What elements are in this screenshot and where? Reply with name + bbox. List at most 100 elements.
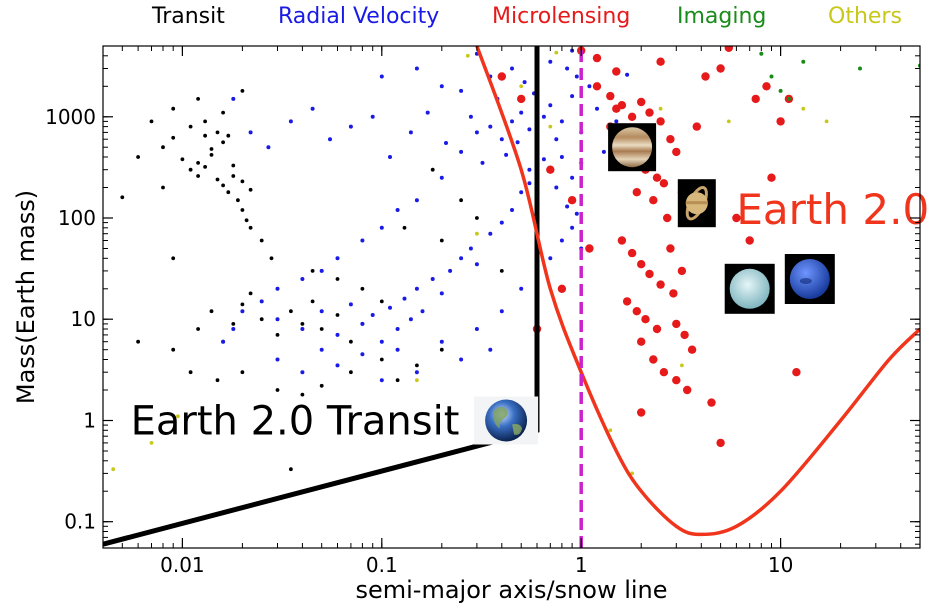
data-point: [475, 231, 479, 236]
data-point: [188, 370, 193, 375]
data-point: [608, 428, 613, 433]
legend-label: Transit: [151, 4, 225, 29]
data-point: [188, 167, 193, 172]
data-point: [439, 339, 444, 344]
data-point: [259, 317, 264, 322]
data-point: [430, 167, 435, 172]
uranus-icon: [724, 263, 775, 314]
data-point: [388, 155, 392, 159]
data-point: [248, 187, 253, 192]
data-point: [541, 157, 546, 162]
data-point: [259, 238, 264, 243]
data-point: [459, 149, 464, 154]
data-point: [672, 319, 681, 329]
data-point: [439, 175, 444, 180]
data-point: [215, 378, 220, 383]
data-point: [672, 376, 681, 385]
data-point: [360, 321, 365, 326]
data-point: [617, 236, 627, 245]
data-point: [215, 130, 220, 135]
data-point: [497, 72, 506, 81]
data-point: [171, 135, 176, 140]
data-point: [632, 188, 641, 197]
data-point: [240, 179, 245, 184]
data-point: [637, 260, 646, 269]
data-point: [656, 117, 665, 126]
data-point: [641, 315, 650, 324]
data-point: [288, 119, 293, 124]
data-point: [632, 307, 641, 316]
data-point: [196, 161, 201, 165]
data-point: [519, 286, 524, 291]
data-point: [792, 368, 801, 377]
data-point: [171, 256, 176, 261]
data-point: [769, 74, 774, 79]
data-point: [515, 140, 520, 145]
data-point: [248, 130, 253, 135]
data-point: [776, 117, 785, 126]
data-point: [379, 225, 384, 230]
data-point: [370, 114, 375, 119]
data-point: [669, 289, 678, 298]
data-point: [430, 277, 435, 281]
data-point: [335, 277, 340, 281]
data-point: [310, 299, 315, 304]
data-point: [335, 256, 340, 261]
data-point: [692, 122, 701, 131]
data-point: [559, 119, 564, 124]
data-point: [415, 378, 419, 383]
data-point: [414, 66, 419, 71]
data-point: [275, 317, 280, 322]
data-point: [379, 299, 384, 304]
data-point: [595, 106, 599, 111]
data-point: [136, 155, 141, 159]
data-point: [259, 299, 264, 304]
data-point: [300, 322, 305, 326]
data-point: [120, 195, 125, 200]
data-point: [627, 248, 637, 258]
data-point: [557, 284, 567, 293]
data-point: [701, 72, 710, 81]
annotation-earth2-transit: Earth 2.0 Transit: [131, 399, 460, 445]
data-point: [379, 378, 384, 383]
data-point: [592, 82, 602, 91]
data-point: [559, 155, 564, 159]
data-point: [504, 152, 509, 157]
data-point: [716, 64, 725, 73]
data-point: [414, 198, 419, 203]
data-point: [439, 347, 444, 352]
data-point: [149, 119, 154, 124]
data-point: [548, 124, 553, 129]
data-point: [601, 149, 606, 154]
earth2-transit-boundary: [103, 46, 540, 547]
data-point: [762, 82, 771, 91]
data-point: [680, 363, 684, 368]
data-point: [474, 130, 479, 135]
data-point: [499, 309, 504, 314]
data-point: [622, 297, 632, 306]
data-point: [488, 347, 493, 352]
data-point: [614, 119, 619, 124]
legend-label: Radial Velocity: [278, 4, 439, 29]
data-point: [548, 103, 553, 108]
x-tick-label: 1: [575, 553, 588, 577]
data-point: [414, 286, 419, 291]
data-point: [269, 256, 274, 261]
data-point: [510, 208, 514, 212]
data-point: [370, 313, 375, 317]
data-point: [666, 244, 675, 253]
data-point: [801, 106, 806, 111]
data-point: [319, 383, 324, 388]
data-point: [425, 110, 430, 115]
legend-label: Imaging: [677, 4, 766, 29]
data-point: [468, 246, 473, 251]
data-point: [408, 130, 413, 135]
data-point: [656, 280, 665, 289]
data-point: [402, 225, 407, 230]
data-point: [488, 124, 493, 129]
data-point: [310, 269, 315, 273]
data-point: [625, 72, 630, 77]
data-point: [136, 339, 141, 344]
data-point: [328, 137, 332, 142]
data-point: [335, 363, 340, 368]
